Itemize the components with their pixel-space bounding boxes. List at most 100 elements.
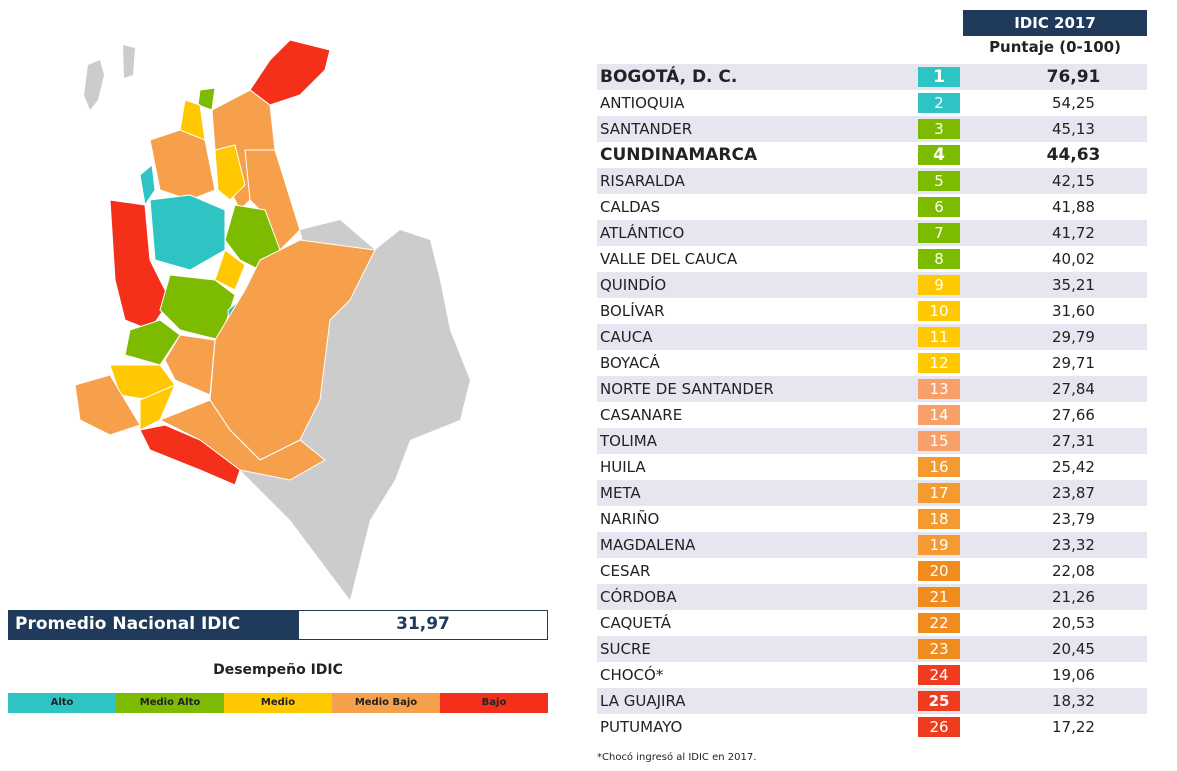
department-name: NARIÑO [600,510,660,528]
average-value: 31,97 [396,614,450,634]
rank: 9 [918,275,960,295]
department-name: CHOCÓ* [600,666,664,684]
score: 25,42 [1052,458,1095,476]
score: 76,91 [1046,67,1101,87]
rank: 19 [918,535,960,555]
table-row: TOLIMA 15 27,31 [597,428,1147,454]
rank: 17 [918,483,960,503]
rank: 8 [918,249,960,269]
table-row: ATLÁNTICO 7 41,72 [597,220,1147,246]
score: 41,72 [1052,224,1095,242]
score: 23,87 [1052,484,1095,502]
table-row: CAQUETÁ 22 20,53 [597,610,1147,636]
rank: 6 [918,197,960,217]
department-name: ANTIOQUIA [600,94,685,112]
table-header: IDIC 2017 [963,10,1147,36]
rank: 23 [918,639,960,659]
department-name: BOYACÁ [600,354,660,372]
average-label: Promedio Nacional IDIC [9,611,299,639]
legend-item: Medio [224,693,332,713]
department-name: RISARALDA [600,172,685,190]
score: 27,66 [1052,406,1095,424]
department-name: CESAR [600,562,651,580]
score: 19,06 [1052,666,1095,684]
department-name: TOLIMA [600,432,657,450]
score: 35,21 [1052,276,1095,294]
department-name: CÓRDOBA [600,588,677,606]
score: 20,45 [1052,640,1095,658]
national-average: Promedio Nacional IDIC 31,97 [8,610,548,640]
rank: 1 [918,67,960,87]
score: 29,71 [1052,354,1095,372]
legend-item: Medio Alto [116,693,224,713]
table-row: CAUCA 11 29,79 [597,324,1147,350]
rank: 26 [918,717,960,737]
score: 44,63 [1046,145,1101,165]
rank: 22 [918,613,960,633]
table-row: CALDAS 6 41,88 [597,194,1147,220]
department-name: SUCRE [600,640,651,658]
rank: 15 [918,431,960,451]
rank: 5 [918,171,960,191]
footnote: *Chocó ingresó al IDIC en 2017. [597,752,757,763]
table-row: BOGOTÁ, D. C. 1 76,91 [597,64,1147,90]
rank: 16 [918,457,960,477]
table-row: HUILA 16 25,42 [597,454,1147,480]
rank: 24 [918,665,960,685]
neighbors [84,45,470,600]
score: 42,15 [1052,172,1095,190]
table: BOGOTÁ, D. C. 1 76,91 ANTIOQUIA 2 54,25 SANTAN… [597,64,1147,740]
department-name: CAUCA [600,328,653,346]
score: 27,31 [1052,432,1095,450]
department-name: META [600,484,641,502]
table-row: QUINDÍO 9 35,21 [597,272,1147,298]
legend-item: Bajo [440,693,548,713]
table-row: NARIÑO 18 23,79 [597,506,1147,532]
table-row: LA GUAJIRA 25 18,32 [597,688,1147,714]
score: 54,25 [1052,94,1095,112]
department-name: LA GUAJIRA [600,692,686,710]
rank: 21 [918,587,960,607]
rank: 10 [918,301,960,321]
department-name: ATLÁNTICO [600,224,685,242]
table-row: MAGDALENA 19 23,32 [597,532,1147,558]
table-row: VALLE DEL CAUCA 8 40,02 [597,246,1147,272]
department-name: MAGDALENA [600,536,696,554]
score: 21,26 [1052,588,1095,606]
table-row: CASANARE 14 27,66 [597,402,1147,428]
rank: 25 [918,691,960,711]
rank: 12 [918,353,960,373]
department-name: SANTANDER [600,120,693,138]
department-name: PUTUMAYO [600,718,683,736]
department-name: QUINDÍO [600,276,667,294]
table-row: BOYACÁ 12 29,71 [597,350,1147,376]
table-row: ANTIOQUIA 2 54,25 [597,90,1147,116]
rank: 7 [918,223,960,243]
department-name: BOLÍVAR [600,302,665,320]
department-name: CASANARE [600,406,683,424]
departments [74,39,376,486]
rank: 18 [918,509,960,529]
table-row: BOLÍVAR 10 31,60 [597,298,1147,324]
table-row: CHOCÓ* 24 19,06 [597,662,1147,688]
score: 23,32 [1052,536,1095,554]
score: 22,08 [1052,562,1095,580]
score: 41,88 [1052,198,1095,216]
legend-item: Alto [8,693,116,713]
rank: 4 [918,145,960,165]
score: 20,53 [1052,614,1095,632]
score: 18,32 [1052,692,1095,710]
legend: Alto Medio Alto Medio Medio Bajo Bajo [8,693,548,713]
table-row: META 17 23,87 [597,480,1147,506]
table-subheader: Puntaje (0-100) [989,38,1121,56]
department-name: VALLE DEL CAUCA [600,250,738,268]
table-row: CÓRDOBA 21 21,26 [597,584,1147,610]
table-row: SANTANDER 3 45,13 [597,116,1147,142]
department-name: NORTE DE SANTANDER [600,380,774,398]
department-name: HUILA [600,458,646,476]
department-name: CALDAS [600,198,661,216]
legend-item: Medio Bajo [332,693,440,713]
score: 27,84 [1052,380,1095,398]
score: 45,13 [1052,120,1095,138]
